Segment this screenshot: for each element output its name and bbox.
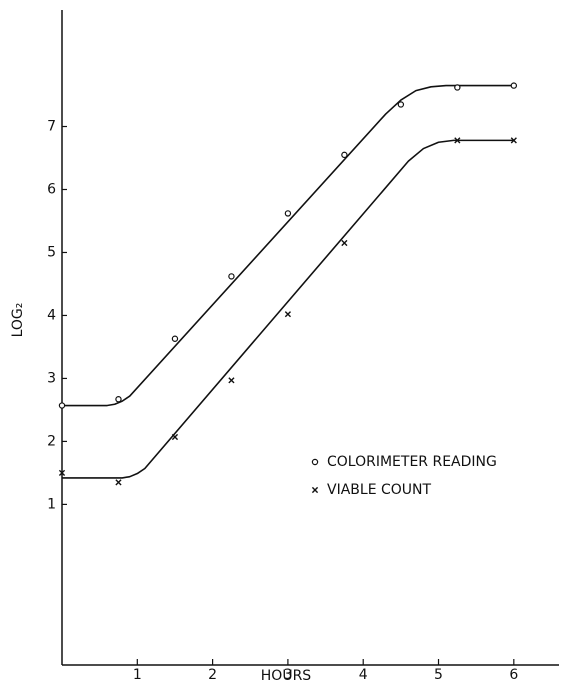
y-tick-label: 1 (47, 496, 56, 512)
fit-curve (62, 139, 514, 479)
legend-marker (311, 458, 319, 466)
point (171, 433, 179, 441)
x-tick-label: 1 (133, 667, 142, 683)
point (58, 402, 66, 409)
x-tick-label: 2 (208, 667, 217, 683)
x-tick-label: 6 (509, 667, 518, 683)
point (454, 137, 461, 144)
point (115, 396, 122, 403)
point (341, 151, 348, 159)
legend-label: COLORIMETER READING (327, 454, 497, 470)
fit-curve (62, 84, 514, 407)
point (454, 84, 461, 91)
legend-label: VIABLE COUNT (327, 482, 431, 498)
point (228, 377, 235, 384)
point (510, 82, 518, 89)
point (115, 479, 122, 486)
point (228, 273, 235, 280)
point (510, 137, 517, 144)
point (397, 101, 405, 108)
point (341, 239, 348, 247)
x-tick-label: 5 (434, 667, 443, 683)
y-tick-label: 2 (47, 433, 56, 449)
point (284, 311, 292, 318)
y-tick-label: 6 (47, 181, 56, 197)
point (284, 210, 292, 217)
point (171, 335, 179, 342)
x-tick-label: 3 (283, 667, 292, 683)
x-tick-label: 4 (359, 667, 368, 683)
y-axis-label: LOG₂ (10, 303, 26, 338)
y-tick-label: 5 (47, 244, 56, 260)
y-tick-label: 7 (47, 119, 56, 135)
y-tick-label: 3 (47, 370, 56, 386)
y-tick-label: 4 (47, 307, 56, 323)
x-axis-label: HOURS (261, 668, 312, 684)
point (58, 469, 66, 477)
legend-marker (311, 486, 319, 494)
